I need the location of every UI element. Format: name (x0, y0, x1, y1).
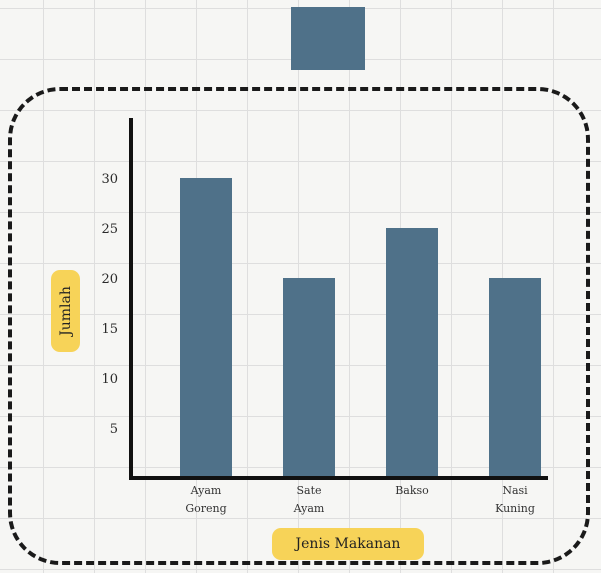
bar-sate-ayam (283, 278, 335, 478)
x-axis-label: Jenis Makanan (272, 528, 424, 560)
chart-frame (8, 87, 590, 565)
y-tick-labels: 5 10 15 20 25 30 (101, 172, 118, 437)
legend-swatch (291, 7, 365, 70)
y-tick-label-25: 25 (101, 222, 118, 237)
category-label-ayam-goreng-line-1: Ayam (190, 484, 222, 497)
bar-nasi-kuning (489, 278, 541, 478)
category-label-sate-ayam-line-1: Sate (296, 484, 321, 497)
y-tick-label-30: 30 (101, 172, 118, 187)
bars (180, 178, 541, 478)
category-label-nasi-kuning-line-1: Nasi (502, 484, 528, 497)
category-labels: Ayam Goreng Sate Ayam Bakso Nasi Kuning (185, 484, 535, 515)
category-label-nasi-kuning-line-2: Kuning (495, 502, 535, 515)
category-label-bakso-line-1: Bakso (395, 484, 429, 497)
y-tick-label-5: 5 (110, 422, 118, 437)
bar-bakso (386, 228, 438, 478)
y-tick-label-10: 10 (101, 372, 118, 387)
bar-ayam-goreng (180, 178, 232, 478)
y-tick-label-15: 15 (101, 322, 118, 337)
y-axis-label: Jumlah (51, 270, 80, 352)
y-tick-label-20: 20 (101, 272, 118, 287)
y-axis-label-text: Jumlah (57, 286, 74, 336)
category-label-ayam-goreng-line-2: Goreng (185, 502, 226, 515)
category-label-sate-ayam-line-2: Ayam (293, 502, 325, 515)
